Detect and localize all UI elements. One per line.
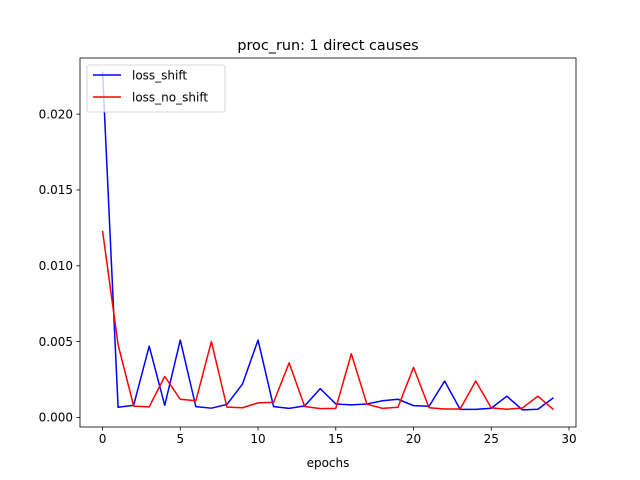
plot-area: 0 5 10 15 20 25 30 0.000 0.005 0.010 0.015 0.020	[39, 57, 577, 446]
x-tick-label: 5	[176, 432, 184, 446]
series-line-loss-shift	[101, 71, 554, 411]
chart-title: proc_run: 1 direct causes	[237, 38, 418, 54]
legend: loss_shift loss_no_shift	[86, 64, 226, 113]
x-axis-label: epochs	[307, 456, 350, 470]
legend-box	[86, 64, 226, 113]
legend-entry: loss_shift	[132, 68, 187, 82]
x-tick-label: 20	[406, 432, 421, 446]
legend-entry: loss_no_shift	[132, 90, 208, 104]
x-tick-label: 15	[328, 432, 343, 446]
y-tick-label: 0.010	[39, 259, 73, 273]
y-tick-label: 0.005	[39, 335, 73, 349]
series-line-loss-no-shift	[101, 230, 554, 411]
axes-frame	[79, 57, 577, 428]
y-tick-label: 0.015	[39, 183, 73, 197]
x-tick-label: 10	[250, 432, 265, 446]
x-tick-label: 30	[561, 432, 576, 446]
y-tick-label: 0.020	[39, 107, 73, 121]
y-tick-label: 0.000	[39, 411, 73, 425]
x-tick-label: 0	[99, 432, 107, 446]
x-tick-label: 25	[484, 432, 499, 446]
